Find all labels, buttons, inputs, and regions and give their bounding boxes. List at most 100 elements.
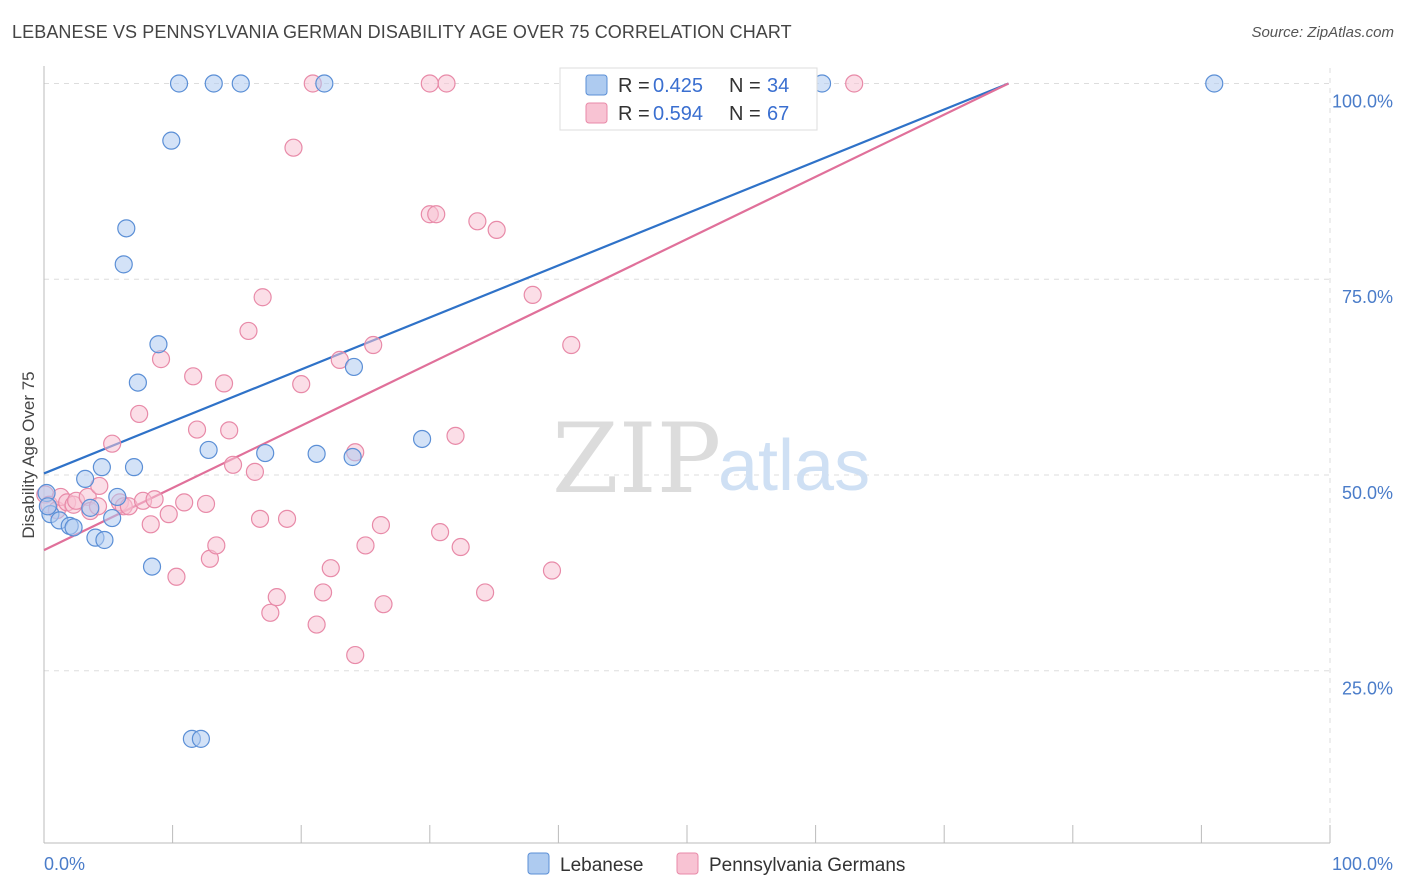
- point-pg: [475, 583, 495, 602]
- point-lebanese: [307, 444, 326, 463]
- point-lebanese: [92, 458, 111, 477]
- point-lebanese: [1205, 74, 1224, 93]
- bottom-legend-pg: Pennsylvania Germans: [709, 855, 905, 876]
- point-pg: [292, 375, 311, 394]
- point-pg: [523, 285, 542, 304]
- point-pg: [103, 434, 122, 453]
- legend-r-label-0: R =: [618, 75, 650, 97]
- point-pg: [245, 462, 265, 481]
- y-tick-label: 25.0%: [1342, 679, 1393, 699]
- point-pg: [239, 321, 258, 341]
- point-lebanese: [103, 508, 122, 528]
- point-pg: [437, 74, 456, 93]
- legend-n-label-1: N =: [729, 103, 761, 125]
- point-pg: [364, 335, 383, 355]
- point-pg: [845, 74, 864, 93]
- trend-line-lebanese: [43, 82, 1009, 475]
- bottom-legend: Lebanese Pennsylvania Germans: [527, 852, 905, 876]
- chart-source: Source: ZipAtlas.com: [1251, 24, 1394, 41]
- point-lebanese: [412, 429, 432, 449]
- point-pg: [451, 537, 470, 557]
- point-pg: [187, 420, 207, 439]
- watermark-atlas: atlas: [718, 426, 870, 506]
- point-pg: [145, 490, 164, 509]
- point-lebanese: [231, 74, 250, 93]
- point-pg: [371, 516, 391, 535]
- legend-n-value-0: 34: [767, 75, 789, 97]
- point-lebanese: [256, 443, 275, 463]
- y-tick-label: 100.0%: [1332, 91, 1393, 111]
- point-pg: [167, 567, 186, 586]
- point-lebanese: [149, 335, 168, 354]
- bottom-legend-lebanese: Lebanese: [560, 855, 643, 876]
- point-pg: [427, 205, 446, 224]
- point-pg: [374, 595, 393, 614]
- bottom-legend-swatch-pg: [676, 852, 699, 875]
- point-pg: [321, 559, 340, 578]
- point-pg: [446, 426, 465, 445]
- trend-lines: [43, 82, 1009, 552]
- point-lebanese: [114, 255, 133, 274]
- legend-r-value-0: 0.425: [653, 75, 703, 97]
- point-pg: [313, 583, 333, 602]
- y-axis-label: Disability Age Over 75: [19, 371, 38, 538]
- point-lebanese: [199, 440, 218, 460]
- point-pg: [267, 588, 286, 607]
- point-lebanese: [124, 458, 144, 477]
- point-pg: [175, 493, 194, 512]
- point-lebanese: [169, 74, 189, 93]
- point-lebanese: [142, 557, 162, 576]
- y-tick-label: 75.0%: [1342, 287, 1393, 307]
- point-lebanese: [64, 518, 83, 537]
- y-tick-label: 50.0%: [1342, 483, 1393, 503]
- point-pg: [130, 404, 149, 424]
- tick-labels: 25.0% 50.0% 75.0% 100.0% 0.0% 100.0%: [44, 91, 1393, 874]
- legend-swatch-pg: [585, 102, 608, 124]
- point-lebanese: [108, 487, 127, 507]
- point-lebanese: [76, 469, 95, 489]
- point-lebanese: [204, 74, 223, 93]
- axes: [43, 66, 1331, 844]
- point-pg: [261, 603, 280, 622]
- point-lebanese: [117, 219, 136, 238]
- watermark-zip: ZIP: [552, 403, 721, 515]
- point-pg: [487, 220, 506, 240]
- point-pg: [159, 505, 178, 524]
- point-pg: [141, 515, 160, 534]
- point-lebanese: [128, 373, 147, 392]
- point-lebanese: [38, 497, 57, 516]
- point-pg: [184, 367, 203, 386]
- point-pg: [420, 74, 439, 93]
- point-pg: [468, 212, 487, 231]
- point-pg: [207, 536, 226, 555]
- point-pg: [284, 138, 303, 157]
- chart-title: LEBANESE VS PENNSYLVANIA GERMAN DISABILI…: [12, 22, 792, 42]
- data-points: [36, 74, 1224, 748]
- legend-r-value-1: 0.594: [653, 103, 703, 125]
- x-tick-label-end: 100.0%: [1332, 854, 1393, 874]
- point-lebanese: [95, 530, 114, 550]
- point-pg: [356, 536, 375, 555]
- point-pg: [214, 374, 234, 393]
- point-pg: [151, 350, 171, 369]
- point-pg: [542, 561, 562, 580]
- legend-swatch-lebanese: [585, 74, 608, 96]
- point-pg: [250, 509, 270, 528]
- point-lebanese: [315, 74, 334, 93]
- point-pg: [277, 509, 297, 528]
- point-lebanese: [343, 447, 362, 467]
- legend: R = 0.425 N = 34 R = 0.594 N = 67: [559, 67, 818, 131]
- point-lebanese: [162, 131, 181, 150]
- point-pg: [562, 335, 581, 355]
- point-pg: [196, 494, 216, 514]
- bottom-legend-swatch-lebanese: [527, 852, 550, 875]
- point-pg: [307, 615, 326, 634]
- legend-n-value-1: 67: [767, 103, 789, 125]
- x-tick-label-start: 0.0%: [44, 854, 85, 874]
- legend-r-label-1: R =: [618, 103, 650, 125]
- legend-n-label-0: N =: [729, 75, 761, 97]
- trend-line-pg: [43, 82, 1009, 552]
- point-pg: [253, 288, 272, 307]
- watermark: ZIP atlas: [552, 403, 870, 515]
